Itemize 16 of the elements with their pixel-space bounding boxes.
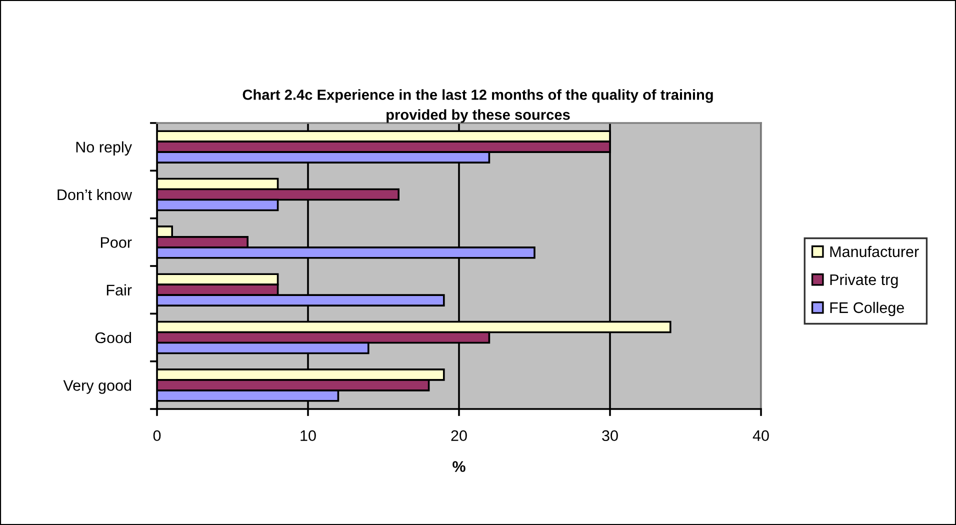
y-tick-label: Fair <box>106 284 132 296</box>
y-tick-label: Poor <box>100 237 132 248</box>
legend-label: FE College <box>830 302 904 316</box>
x-tick-label: 0 <box>153 430 161 442</box>
chart-title: Chart 2.4c Experience in the last 12 months of the quality of training provided by these sources <box>242 89 713 123</box>
y-tick-label: Very good <box>63 380 132 394</box>
x-tick-label: 10 <box>300 430 316 442</box>
y-tick-label: Don’t know <box>58 188 132 200</box>
y-tick-label: No reply <box>76 141 132 156</box>
x-tick-label: 20 <box>451 430 467 442</box>
legend-label: Manufacturer <box>830 246 919 258</box>
legend-label: Private trg <box>830 274 898 288</box>
x-axis-title: % <box>452 461 466 472</box>
x-tick-label: 40 <box>752 430 769 442</box>
x-tick-label: 30 <box>602 430 618 442</box>
y-tick-label: Good <box>95 332 132 344</box>
